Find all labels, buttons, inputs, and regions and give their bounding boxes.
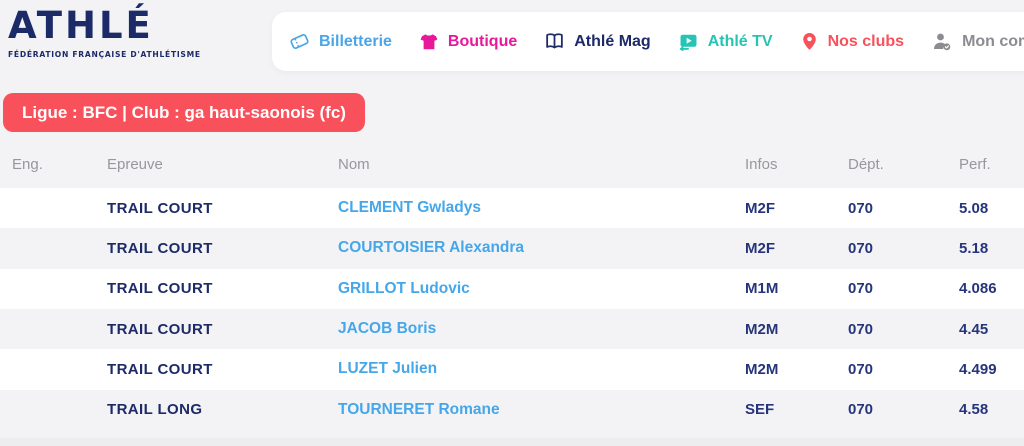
cell-nom: JACOB Boris bbox=[338, 320, 745, 338]
column-header-dept: Dépt. bbox=[848, 155, 884, 173]
nav-item-label: Athlé TV bbox=[707, 32, 773, 50]
cell-epreuve: TRAIL COURT bbox=[107, 239, 213, 257]
cell-dept: 070 bbox=[848, 239, 874, 257]
nav-item-mon-compte[interactable]: Mon compte bbox=[931, 31, 1024, 52]
cell-perf: 4.499 bbox=[959, 360, 997, 378]
column-header-nom: Nom bbox=[338, 155, 370, 173]
logo-wordmark: ATHLÉ bbox=[8, 4, 154, 47]
athlete-name-link[interactable]: TOURNERET Romane bbox=[338, 400, 500, 418]
table-body: TRAIL COURT CLEMENT Gwladys M2F 070 5.08… bbox=[0, 188, 1024, 430]
nav-item-label: Boutique bbox=[447, 32, 518, 50]
nav-item-label: Athlé Mag bbox=[574, 32, 651, 50]
table-row: TRAIL COURT JACOB Boris M2M 070 4.45 bbox=[0, 309, 1024, 349]
cell-dept: 070 bbox=[848, 401, 874, 419]
nav-item-label: Billetterie bbox=[319, 32, 392, 50]
table-row: TRAIL COURT GRILLOT Ludovic M1M 070 4.08… bbox=[0, 268, 1024, 309]
nav-item-nos-clubs[interactable]: Nos clubs bbox=[800, 31, 904, 52]
cell-infos: M2M bbox=[745, 320, 779, 338]
athlete-name-link[interactable]: CLEMENT Gwladys bbox=[338, 199, 481, 217]
column-header-eng: Eng. bbox=[12, 155, 43, 173]
column-header-epreuve: Epreuve bbox=[107, 155, 163, 173]
location-pin-icon bbox=[800, 31, 819, 52]
ticket-icon bbox=[289, 31, 310, 52]
cell-perf: 4.58 bbox=[959, 401, 989, 419]
cell-dept: 070 bbox=[848, 199, 874, 217]
nav-item-label: Nos clubs bbox=[827, 32, 905, 50]
nav-item-billetterie[interactable]: Billetterie bbox=[289, 31, 392, 52]
filter-badge-label: Ligue : BFC | Club : ga haut-saonois (fc… bbox=[22, 102, 346, 122]
cell-perf: 4.086 bbox=[959, 280, 997, 298]
cell-infos: M2F bbox=[745, 239, 775, 257]
table-row: TRAIL LONG TOURNERET Romane SEF 070 4.58 bbox=[0, 390, 1024, 430]
cell-infos: M2F bbox=[745, 199, 775, 217]
page-bottom-strip bbox=[0, 438, 1024, 446]
table-row: TRAIL COURT LUZET Julien M2M 070 4.499 bbox=[0, 349, 1024, 390]
entries-table: Eng. Epreuve Nom Infos Dépt. Perf. TRAIL… bbox=[0, 140, 1024, 430]
user-account-icon bbox=[931, 31, 953, 52]
cell-dept: 070 bbox=[848, 360, 874, 378]
nav-item-boutique[interactable]: Boutique bbox=[419, 32, 517, 52]
nav-item-label: Mon compte bbox=[962, 32, 1024, 50]
cell-infos: SEF bbox=[745, 401, 775, 419]
cell-nom: GRILLOT Ludovic bbox=[338, 280, 745, 298]
column-header-infos: Infos bbox=[745, 155, 778, 173]
cell-epreuve: TRAIL COURT bbox=[107, 360, 213, 378]
cell-perf: 5.08 bbox=[959, 199, 989, 217]
cell-perf: 5.18 bbox=[959, 239, 989, 257]
table-header-row: Eng. Epreuve Nom Infos Dépt. Perf. bbox=[0, 140, 1024, 188]
nav-item-athle-tv[interactable]: Athlé TV bbox=[678, 31, 773, 52]
cell-nom: CLEMENT Gwladys bbox=[338, 199, 745, 217]
table-row: TRAIL COURT COURTOISIER Alexandra M2F 07… bbox=[0, 228, 1024, 268]
logo-subtitle: FÉDÉRATION FRANÇAISE D'ATHLÉTISME bbox=[8, 50, 201, 59]
cell-epreuve: TRAIL COURT bbox=[107, 199, 213, 217]
nav-item-athle-mag[interactable]: Athlé Mag bbox=[544, 31, 651, 52]
athlete-name-link[interactable]: COURTOISIER Alexandra bbox=[338, 239, 525, 257]
cell-nom: COURTOISIER Alexandra bbox=[338, 239, 745, 257]
open-book-icon bbox=[544, 31, 565, 52]
cell-nom: TOURNERET Romane bbox=[338, 401, 745, 419]
cell-nom: LUZET Julien bbox=[338, 360, 745, 378]
table-row: TRAIL COURT CLEMENT Gwladys M2F 070 5.08 bbox=[0, 188, 1024, 229]
main-navbar: Billetterie Boutique Athlé Mag A bbox=[272, 12, 1024, 71]
cell-perf: 4.45 bbox=[959, 320, 989, 338]
ligue-club-filter-badge[interactable]: Ligue : BFC | Club : ga haut-saonois (fc… bbox=[3, 93, 365, 132]
cell-infos: M1M bbox=[745, 280, 779, 298]
athlete-name-link[interactable]: JACOB Boris bbox=[338, 320, 437, 338]
column-header-perf: Perf. bbox=[959, 155, 991, 173]
cell-dept: 070 bbox=[848, 320, 874, 338]
ffa-logo[interactable]: ATHLÉ FÉDÉRATION FRANÇAISE D'ATHLÉTISME bbox=[8, 4, 201, 59]
athlete-name-link[interactable]: GRILLOT Ludovic bbox=[338, 279, 470, 297]
cell-dept: 070 bbox=[848, 280, 874, 298]
video-play-icon bbox=[678, 31, 699, 52]
athlete-name-link[interactable]: LUZET Julien bbox=[338, 360, 438, 378]
tshirt-icon bbox=[419, 32, 439, 52]
cell-epreuve: TRAIL LONG bbox=[107, 401, 203, 419]
cell-infos: M2M bbox=[745, 360, 779, 378]
cell-epreuve: TRAIL COURT bbox=[107, 280, 213, 298]
cell-epreuve: TRAIL COURT bbox=[107, 320, 213, 338]
